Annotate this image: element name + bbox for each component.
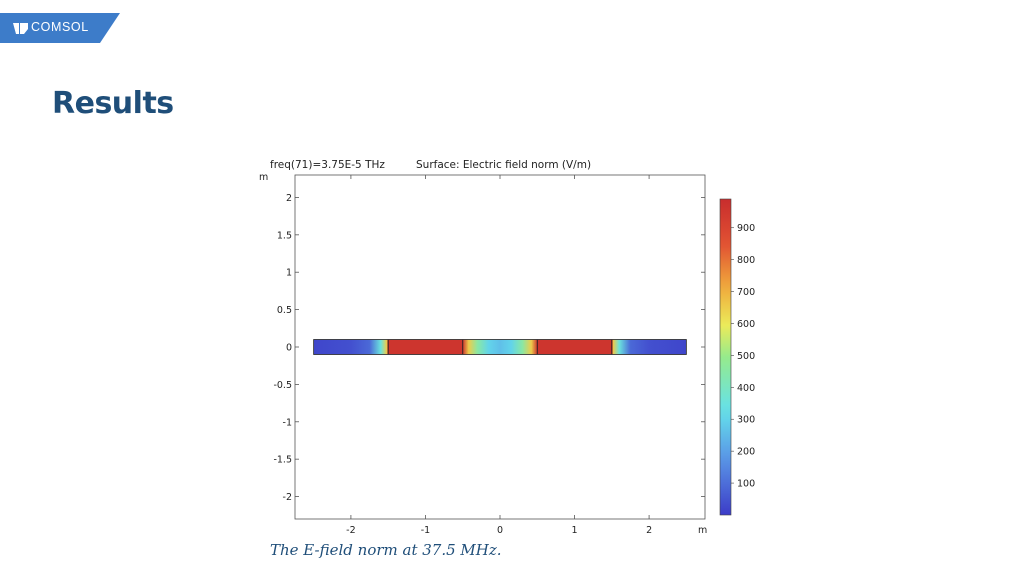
comsol-logo-icon [13,23,28,34]
colorbar [719,198,732,516]
y-tick-label: -2 [283,492,292,503]
colorbar-tick-label: 500 [737,351,755,362]
x-tick-label: 0 [497,525,503,536]
brand-tab [0,13,120,43]
chart-title-right: Surface: Electric field norm (V/m) [416,159,591,171]
y-tick-label: 1 [286,268,292,279]
x-tick-label: -2 [346,525,355,536]
y-tick-label: -0.5 [273,380,292,391]
y-tick-label: 0.5 [277,305,292,316]
page-title: Results [52,86,174,121]
x-tick-label: 2 [646,525,652,536]
x-unit-label: m [698,525,707,536]
colorbar-tick-label: 600 [737,319,755,330]
colorbar-tick-label: 800 [737,255,755,266]
y-tick-label: 2 [286,193,292,204]
x-tick-label: -1 [421,525,430,536]
colorbar-tick-label: 300 [737,415,755,426]
colorbar-tick-label: 100 [737,479,755,490]
x-tick-label: 1 [572,525,578,536]
y-tick-label: 0 [286,343,292,354]
y-tick-label: 1.5 [277,230,292,241]
colorbar-tick-label: 200 [737,447,755,458]
colorbar-tick-label: 900 [737,223,755,234]
figure-caption: The E-field norm at 37.5 MHz. [270,541,502,559]
y-tick-label: -1.5 [273,455,292,466]
colorbar-tick-label: 700 [737,287,755,298]
field-domain [313,339,687,355]
colorbar-tick-label: 400 [737,383,755,394]
brand-name: COMSOL [31,20,89,34]
chart-title-left: freq(71)=3.75E-5 THz [270,159,385,171]
y-unit-label: m [259,172,268,183]
y-tick-label: -1 [283,417,292,428]
